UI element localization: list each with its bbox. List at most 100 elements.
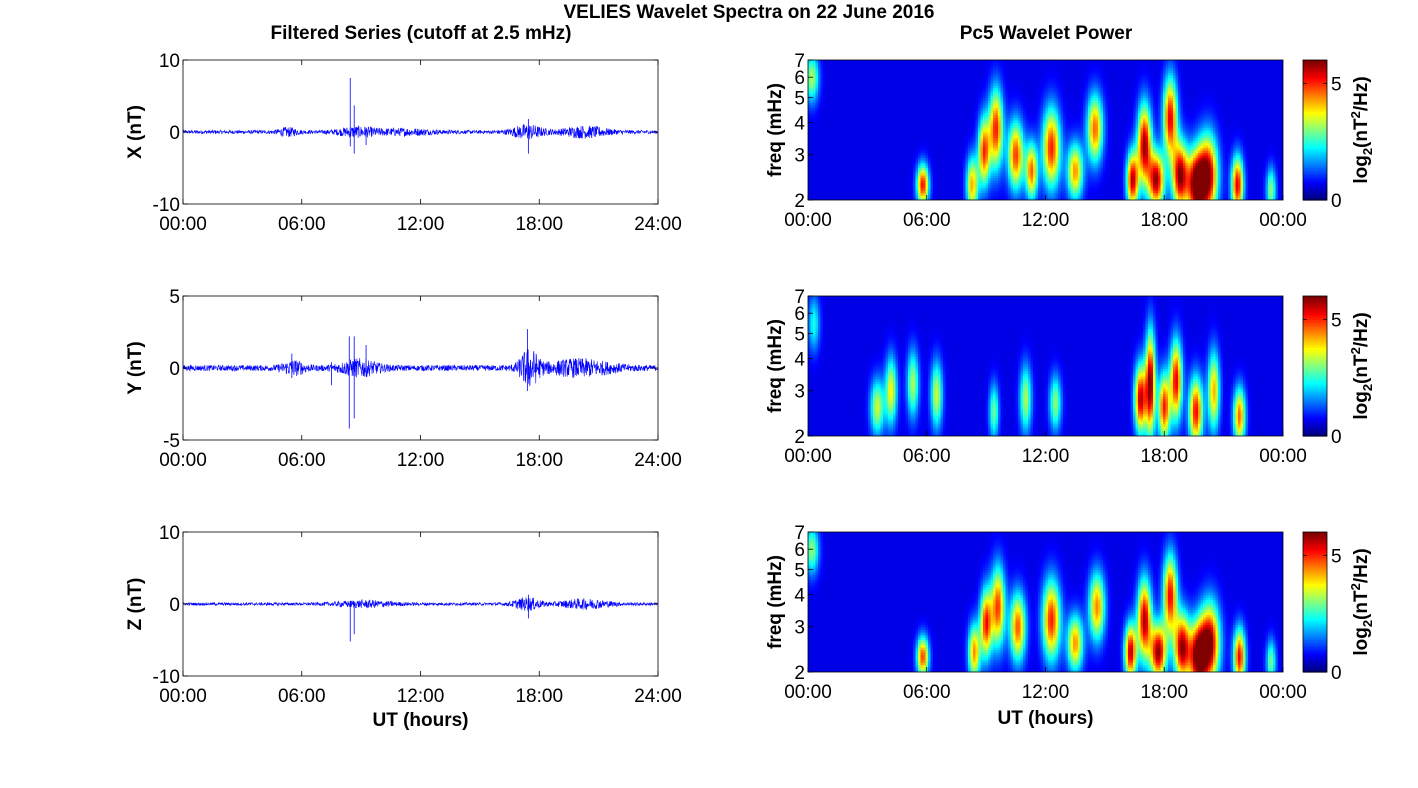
heat-cell: [1013, 100, 1017, 104]
heat-cell: [818, 195, 822, 199]
heat-cell: [953, 130, 957, 134]
heat-cell: [875, 157, 879, 161]
heat-cell: [885, 150, 889, 154]
heat-cell: [865, 75, 869, 79]
heat-cell: [928, 152, 932, 156]
heat-cell: [1010, 150, 1014, 154]
heat-cell: [865, 175, 869, 179]
heat-cell: [980, 177, 984, 181]
heat-cell: [905, 115, 909, 119]
heat-cell: [893, 195, 897, 199]
heat-cell: [865, 185, 869, 189]
heat-cell: [818, 147, 822, 151]
heat-cell: [963, 102, 967, 106]
heat-cell: [995, 107, 999, 111]
heat-cell: [878, 190, 882, 194]
heat-cell: [1005, 175, 1009, 179]
heat-cell: [873, 155, 877, 159]
heat-cell: [940, 97, 944, 101]
heat-cell: [898, 110, 902, 114]
heat-cell: [930, 80, 934, 84]
heat-cell: [840, 125, 844, 129]
heat-cell: [928, 97, 932, 101]
heat-cell: [868, 170, 872, 174]
heat-cell: [955, 137, 959, 141]
heat-cell: [908, 162, 912, 166]
heat-cell: [838, 195, 842, 199]
heat-cell: [875, 85, 879, 89]
heat-cell: [828, 132, 832, 136]
heat-cell: [950, 85, 954, 89]
heat-cell: [905, 65, 909, 69]
heat-cell: [933, 192, 937, 196]
heat-cell: [840, 185, 844, 189]
heat-cell: [990, 77, 994, 81]
heat-cell: [935, 127, 939, 131]
heat-cell: [825, 162, 829, 166]
heat-cell: [930, 60, 934, 64]
heat-cell: [923, 117, 927, 121]
heat-cell: [915, 145, 919, 149]
heat-cell: [953, 147, 957, 151]
heat-cell: [858, 110, 862, 114]
heat-cell: [863, 142, 867, 146]
heat-cell: [838, 82, 842, 86]
heat-cell: [890, 92, 894, 96]
heat-cell: [1010, 147, 1014, 151]
heat-cell: [998, 115, 1002, 119]
heat-cell: [870, 115, 874, 119]
heat-cell: [908, 120, 912, 124]
heat-cell: [973, 142, 977, 146]
heat-cell: [950, 117, 954, 121]
heat-cell: [928, 135, 932, 139]
heat-cell: [950, 137, 954, 141]
heat-cell: [923, 160, 927, 164]
heat-cell: [990, 97, 994, 101]
heat-cell: [1000, 162, 1004, 166]
heat-cell: [1003, 175, 1007, 179]
heat-cell: [825, 65, 829, 69]
heat-cell: [913, 182, 917, 186]
heat-cell: [820, 77, 824, 81]
heat-cell: [948, 142, 952, 146]
heat-cell: [810, 112, 814, 116]
heat-cell: [1010, 110, 1014, 114]
heat-cell: [848, 187, 852, 191]
heat-cell: [998, 135, 1002, 139]
heat-cell: [940, 177, 944, 181]
heat-cell: [1023, 167, 1027, 171]
heat-cell: [833, 107, 837, 111]
heat-cell: [930, 190, 934, 194]
heat-cell: [950, 77, 954, 81]
heat-cell: [810, 140, 814, 144]
heat-cell: [958, 100, 962, 104]
heat-cell: [940, 102, 944, 106]
heat-cell: [963, 95, 967, 99]
heat-cell: [888, 125, 892, 129]
heat-cell: [900, 62, 904, 66]
heat-cell: [913, 150, 917, 154]
heat-cell: [998, 85, 1002, 89]
heat-cell: [990, 132, 994, 136]
heat-cell: [820, 160, 824, 164]
heat-cell: [880, 112, 884, 116]
heat-cell: [910, 190, 914, 194]
heat-cell: [818, 182, 822, 186]
heat-cell: [920, 142, 924, 146]
heat-cell: [880, 72, 884, 76]
heat-cell: [863, 165, 867, 169]
heat-cell: [875, 70, 879, 74]
heat-cell: [893, 107, 897, 111]
heat-cell: [958, 120, 962, 124]
heat-cell: [995, 117, 999, 121]
heat-cell: [815, 190, 819, 194]
heat-cell: [878, 95, 882, 99]
heat-cell: [818, 172, 822, 176]
heat-cell: [870, 117, 874, 121]
heat-cell: [1015, 92, 1019, 96]
heat-cell: [900, 170, 904, 174]
heat-cell: [943, 95, 947, 99]
heat-cell: [933, 105, 937, 109]
heat-cell: [808, 142, 812, 146]
